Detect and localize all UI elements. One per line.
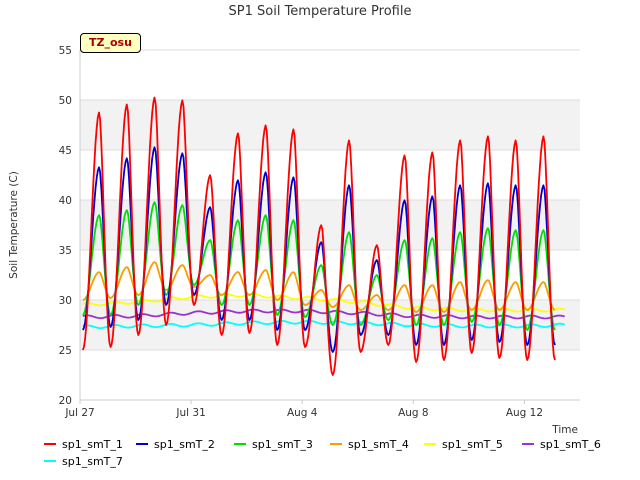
legend: sp1_smT_1 sp1_smT_2 sp1_smT_3 sp1_smT_4 sp1_…: [0, 436, 640, 476]
timezone-badge: TZ_osu: [80, 33, 141, 53]
legend-label: sp1_smT_6: [540, 437, 601, 451]
legend-item: sp1_smT_4: [330, 436, 409, 452]
legend-swatch: [44, 443, 56, 445]
y-tick-label: 25: [59, 345, 72, 357]
legend-swatch: [522, 443, 534, 445]
legend-item: sp1_smT_3: [234, 436, 313, 452]
chart-title: SP1 Soil Temperature Profile: [229, 4, 412, 19]
legend-label: sp1_smT_4: [348, 437, 409, 451]
y-tick-label: 50: [59, 95, 72, 107]
series-layer: [81, 96, 565, 376]
legend-item: sp1_smT_6: [522, 436, 601, 452]
legend-swatch: [44, 460, 56, 462]
y-axis-label: Soil Temperature (C): [8, 171, 20, 279]
plot-band: [80, 100, 580, 150]
y-tick-label: 30: [59, 295, 72, 307]
x-tick-label: Aug 8: [398, 407, 429, 419]
axes: 20 25 30 35 40 45 50 55 Jul 27 Jul 31 Aug 4 Aug 8 Au…: [59, 45, 580, 419]
chart-svg: SP1 Soil Temperature Profile 20 25 30 35 40 4…: [8, 4, 580, 436]
legend-label: sp1_smT_3: [252, 437, 313, 451]
series-line-sp1_smT_1: [81, 96, 556, 376]
legend-label: sp1_smT_2: [154, 437, 215, 451]
series-line-sp1_smT_7: [82, 319, 565, 329]
legend-label: sp1_smT_1: [62, 437, 123, 451]
x-tick-label: Jul 31: [175, 407, 205, 419]
legend-item: sp1_smT_7: [44, 453, 123, 469]
legend-item: sp1_smT_5: [424, 436, 503, 452]
y-tick-label: 35: [59, 245, 72, 257]
legend-swatch: [234, 443, 246, 445]
legend-swatch: [424, 443, 436, 445]
legend-item: sp1_smT_2: [136, 436, 215, 452]
legend-item: sp1_smT_1: [44, 436, 123, 452]
legend-swatch: [330, 443, 342, 445]
legend-label: sp1_smT_5: [442, 437, 503, 451]
x-tick-label: Aug 4: [287, 407, 318, 419]
y-tick-label: 40: [59, 195, 72, 207]
y-tick-label: 45: [59, 145, 72, 157]
legend-swatch: [136, 443, 148, 445]
legend-label: sp1_smT_7: [62, 454, 123, 468]
x-tick-label: Jul 27: [64, 407, 94, 419]
series-line-sp1_smT_6: [82, 308, 565, 320]
y-tick-label: 20: [59, 395, 72, 407]
plot-band: [80, 200, 580, 250]
x-axis-label: Time: [551, 424, 578, 436]
x-tick-label: Aug 12: [506, 407, 543, 419]
y-tick-label: 55: [59, 45, 72, 57]
